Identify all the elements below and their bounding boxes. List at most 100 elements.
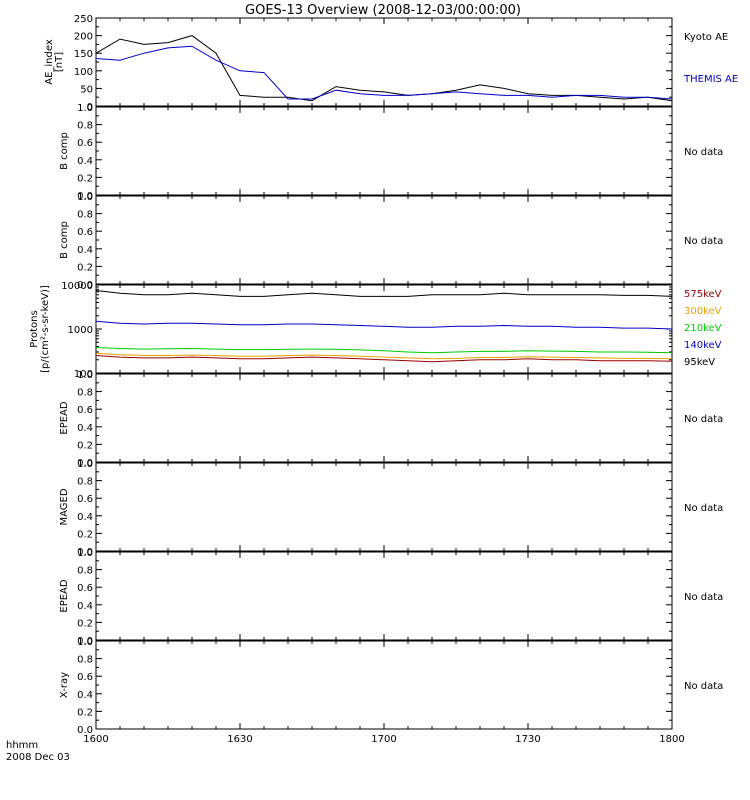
- y-tick-label: 0.0: [77, 725, 93, 736]
- series-line-140kev: [95, 320, 673, 330]
- y-tick-label: 0.4: [77, 423, 93, 434]
- y-tick-label: 0.8: [77, 477, 93, 488]
- y-tick-label: 150: [74, 49, 93, 60]
- panel-frame: [95, 106, 673, 196]
- legend-label-140kev: 140keV: [684, 340, 722, 351]
- y-tick-label: 0.8: [77, 210, 93, 221]
- x-tick-label: 1730: [515, 734, 540, 745]
- panel-1: 0 50 100 150 200 250 AE_index [nT] Kyoto AE THEMI…: [44, 14, 738, 113]
- figure-title: GOES-13 Overview (2008-12-03/00:00:00): [245, 3, 521, 18]
- y-tick-label: 100: [74, 369, 93, 380]
- x-tick-label: 1600: [83, 734, 108, 745]
- y-axis-title-units: [p/(cm²-s-sr-keV)]: [40, 285, 51, 373]
- y-axis-title: MAGED: [59, 488, 70, 525]
- y-tick-label: 0.0: [77, 191, 93, 202]
- no-data-label: No data: [684, 414, 723, 425]
- y-tick-label: 100: [74, 67, 93, 78]
- legend-label-575kev: 575keV: [684, 289, 722, 300]
- y-tick-label: 1.0: [77, 637, 93, 648]
- legend-label-300kev: 300keV: [684, 306, 722, 317]
- y-tick-label: 0.2: [77, 707, 93, 718]
- panel-frame: [95, 640, 673, 730]
- y-tick-label: 0.2: [77, 529, 93, 540]
- panel-5: 0.0 0.2 0.4 0.6 0.8 1.0 EPEAD No data: [59, 370, 723, 469]
- y-tick-label: 0.0: [77, 280, 93, 291]
- y-axis-title: EPEAD: [59, 401, 70, 435]
- y-tick-label: 0: [87, 102, 93, 113]
- panel-3: 0.0 0.2 0.4 0.6 0.8 1.0 B comp No data: [59, 192, 723, 291]
- panel-stack: 0 50 100 150 200 250 AE_index [nT] Kyoto AE THEMI…: [29, 14, 738, 745]
- x-tick-label: 1800: [659, 734, 684, 745]
- y-tick-label: 0.2: [77, 262, 93, 273]
- y-tick-label: 1.0: [77, 192, 93, 203]
- y-tick-label: 250: [74, 14, 93, 25]
- y-tick-label: 0.6: [77, 227, 93, 238]
- y-tick-label: 0.0: [77, 547, 93, 558]
- y-tick-label: 0.4: [77, 156, 93, 167]
- y-tick-label: 1.0: [77, 370, 93, 381]
- y-axis-title: X-ray: [59, 672, 70, 698]
- y-tick-label: 0.2: [77, 440, 93, 451]
- y-axis-title-units: [nT]: [54, 52, 65, 72]
- panel-frame: [95, 462, 673, 552]
- series-line-575kev: [95, 355, 673, 363]
- legend-label-210kev: 210keV: [684, 323, 722, 334]
- y-tick-label: 0.4: [77, 601, 93, 612]
- y-axis-title: B comp: [59, 221, 70, 259]
- panel-frame: [95, 551, 673, 641]
- y-tick-label: 1.0: [77, 459, 93, 470]
- series-line-themis-ae: [95, 45, 673, 100]
- no-data-label: No data: [684, 503, 723, 514]
- series-line-95kev: [95, 290, 673, 297]
- panel-frame: [95, 195, 673, 285]
- y-tick-label: 1.0: [77, 103, 93, 114]
- x-tick-label: 1700: [371, 734, 396, 745]
- x-corner-label-hhmm: hhmm: [6, 740, 38, 751]
- y-tick-label: 0.2: [77, 173, 93, 184]
- panel-7: 0.0 0.2 0.4 0.6 0.8 1.0 EPEAD No data: [59, 548, 723, 647]
- y-tick-label: 1.0: [77, 548, 93, 559]
- x-corner-label-date: 2008 Dec 03: [6, 752, 70, 763]
- y-tick-label: 0.6: [77, 494, 93, 505]
- panel-2: 0.0 0.2 0.4 0.6 0.8 1.0 B comp No data: [59, 103, 723, 202]
- series-line-kyoto-ae: [95, 35, 673, 102]
- y-axis-title: B comp: [59, 132, 70, 170]
- y-tick-label: 0.8: [77, 655, 93, 666]
- y-tick-label: 0.6: [77, 405, 93, 416]
- y-tick-label: 200: [74, 32, 93, 43]
- no-data-label: No data: [684, 592, 723, 603]
- y-tick-label: 0.4: [77, 690, 93, 701]
- y-tick-label: 0.4: [77, 245, 93, 256]
- panel-4: 100 1000 10000 Protons [p/(cm²-s-sr-keV)] 575…: [29, 281, 722, 380]
- panel-8: 0.0 0.2 0.4 0.6 0.8 1.0 X-ray No data 1600 1630 17…: [59, 637, 723, 745]
- y-axis-title: Protons: [29, 310, 40, 347]
- panel-frame: [95, 17, 673, 107]
- y-tick-label: 0.8: [77, 566, 93, 577]
- y-tick-label: 50: [80, 84, 93, 95]
- y-tick-label: 0.6: [77, 583, 93, 594]
- y-tick-label: 1000: [68, 325, 93, 336]
- y-tick-label: 0.4: [77, 512, 93, 523]
- y-tick-label: 0.8: [77, 388, 93, 399]
- panel-6: 0.0 0.2 0.4 0.6 0.8 1.0 MAGED No data: [59, 459, 723, 558]
- y-tick-label: 0.0: [77, 636, 93, 647]
- y-tick-label: 0.6: [77, 672, 93, 683]
- y-axis-title: AE_index: [44, 39, 55, 85]
- y-axis-title: EPEAD: [59, 579, 70, 613]
- legend-label-95kev: 95keV: [684, 357, 715, 368]
- y-tick-label: 0.6: [77, 138, 93, 149]
- y-tick-label: 0.8: [77, 121, 93, 132]
- panel-frame: [95, 373, 673, 463]
- series-line-300kev: [95, 352, 673, 360]
- no-data-label: No data: [684, 147, 723, 158]
- y-tick-label: 0.0: [77, 458, 93, 469]
- no-data-label: No data: [684, 681, 723, 692]
- x-tick-label: 1630: [227, 734, 252, 745]
- y-tick-label: 0.2: [77, 618, 93, 629]
- legend-label-kyoto-ae: Kyoto AE: [684, 32, 728, 43]
- series-line-210kev: [95, 347, 673, 354]
- legend-label-themis-ae: THEMIS AE: [683, 74, 738, 85]
- no-data-label: No data: [684, 236, 723, 247]
- y-tick-label: 10000: [61, 281, 93, 292]
